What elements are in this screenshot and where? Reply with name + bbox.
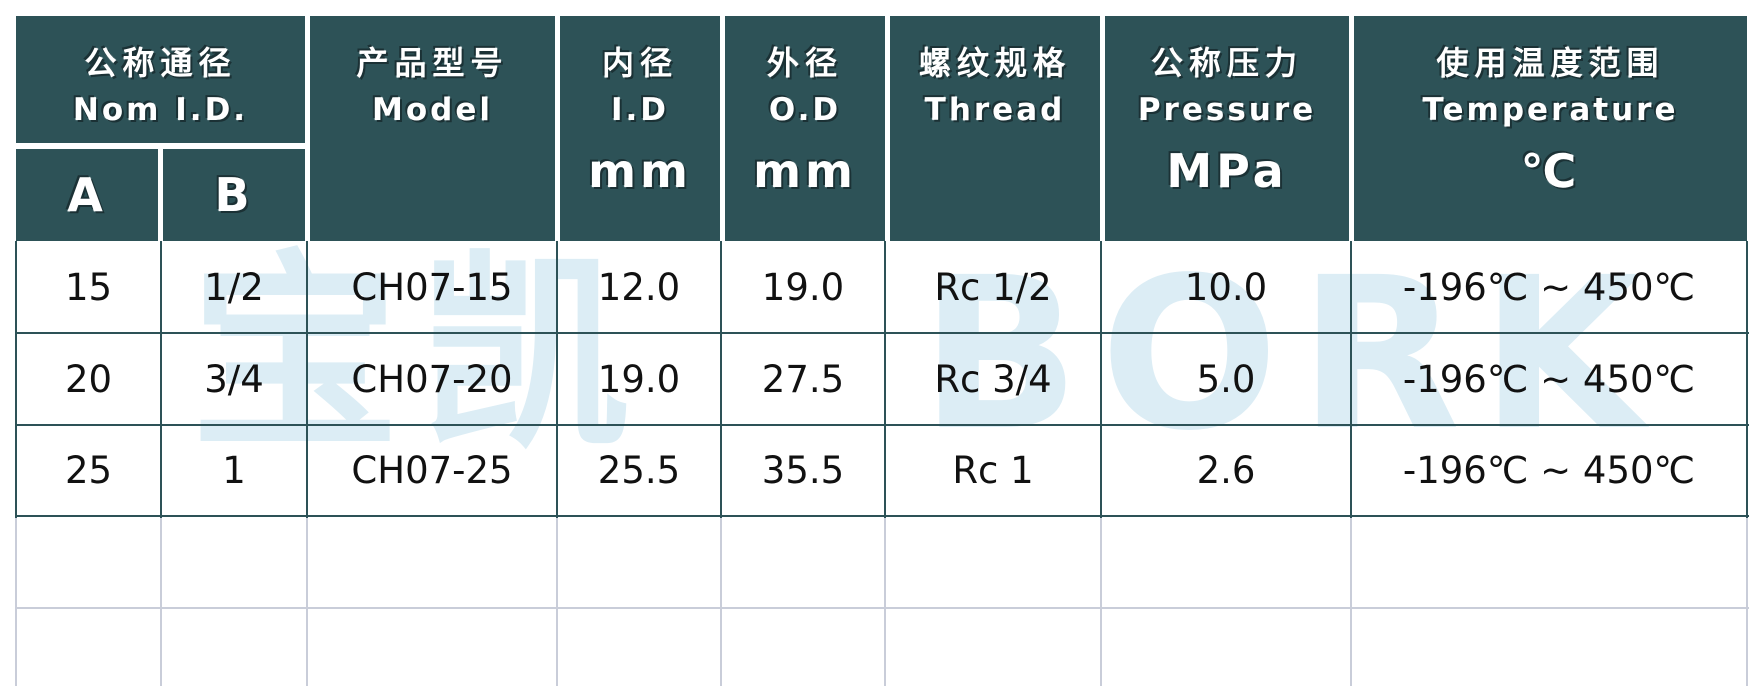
header-a-label: A (67, 168, 107, 222)
cell-nom-b: 1/2 (204, 265, 264, 309)
header-thread: 螺纹规格 Thread (890, 16, 1100, 241)
cell-thread: Rc 1/2 (934, 265, 1052, 309)
header-b: B (163, 149, 305, 241)
header-temperature-unit: ℃ (1520, 144, 1581, 198)
header-temperature-cn: 使用温度范围 (1436, 44, 1665, 82)
header-temperature-en: Temperature (1422, 92, 1679, 128)
header-thread-en: Thread (924, 92, 1066, 128)
header-od-cn: 外径 (766, 44, 843, 82)
grid-line (1100, 241, 1102, 518)
header-id-en: I.D (610, 92, 670, 128)
cell-id: 12.0 (597, 265, 681, 309)
cell-od: 19.0 (761, 265, 845, 309)
header-od-en: O.D (768, 92, 842, 128)
cell-thread: Rc 1 (952, 449, 1034, 492)
cell-nom-b: 1 (222, 449, 246, 492)
grid-line (1746, 241, 1748, 518)
header-pressure-unit: MPa (1166, 144, 1288, 198)
cell-od: 27.5 (761, 357, 845, 401)
empty-grid-line (160, 516, 162, 686)
header-id-unit: mm (588, 144, 692, 198)
empty-grid-line (884, 516, 886, 686)
cell-thread: Rc 3/4 (934, 357, 1052, 401)
empty-grid-line (1746, 516, 1748, 686)
cell-pressure: 5.0 (1196, 357, 1256, 401)
empty-grid-line (306, 516, 308, 686)
cell-nom-a: 20 (64, 357, 113, 401)
header-od: 外径 O.D mm (725, 16, 885, 241)
cell-model: CH07-25 (351, 449, 513, 492)
empty-grid-line (1100, 516, 1102, 686)
grid-line (306, 241, 308, 518)
cell-temperature: -196℃ ~ 450℃ (1402, 357, 1696, 401)
header-b-label: B (214, 168, 254, 222)
cell-temperature: -196℃ ~ 450℃ (1402, 265, 1696, 309)
empty-grid-line (15, 607, 1749, 609)
header-id: 内径 I.D mm (560, 16, 720, 241)
cell-model: CH07-20 (351, 357, 513, 401)
header-temperature: 使用温度范围 Temperature ℃ (1354, 16, 1747, 241)
grid-line (1350, 241, 1352, 518)
header-model: 产品型号 Model (310, 16, 555, 241)
header-id-cn: 内径 (601, 44, 678, 82)
grid-line (15, 332, 1749, 334)
empty-grid-line (15, 516, 17, 686)
grid-line (15, 241, 17, 518)
cell-id: 25.5 (597, 449, 681, 492)
cell-pressure: 2.6 (1196, 449, 1256, 492)
cell-nom-a: 15 (64, 265, 113, 309)
header-a: A (16, 149, 158, 241)
cell-id: 19.0 (597, 357, 681, 401)
header-pressure: 公称压力 Pressure MPa (1105, 16, 1349, 241)
empty-grid-line (556, 516, 558, 686)
empty-grid-line (720, 516, 722, 686)
empty-grid-line (1350, 516, 1352, 686)
header-pressure-en: Pressure (1137, 92, 1317, 128)
grid-line (15, 424, 1749, 426)
grid-line (556, 241, 558, 518)
cell-nom-b: 3/4 (204, 357, 264, 401)
header-model-en: Model (372, 92, 493, 128)
grid-line (15, 515, 1749, 517)
header-od-unit: mm (753, 144, 857, 198)
header-thread-cn: 螺纹规格 (918, 44, 1071, 82)
header-model-cn: 产品型号 (356, 44, 509, 82)
header-nom-id-cn: 公称通径 (84, 44, 237, 82)
cell-model: CH07-15 (351, 265, 513, 309)
grid-line (720, 241, 722, 518)
grid-line (160, 241, 162, 518)
header-nom-id: 公称通径 Nom I.D. (16, 16, 305, 143)
cell-pressure: 10.0 (1184, 265, 1268, 309)
cell-od: 35.5 (761, 449, 845, 492)
grid-line (884, 241, 886, 518)
header-nom-id-en: Nom I.D. (72, 92, 249, 128)
header-pressure-cn: 公称压力 (1150, 44, 1303, 82)
cell-nom-a: 25 (64, 449, 113, 492)
cell-temperature: -196℃ ~ 450℃ (1402, 449, 1696, 492)
